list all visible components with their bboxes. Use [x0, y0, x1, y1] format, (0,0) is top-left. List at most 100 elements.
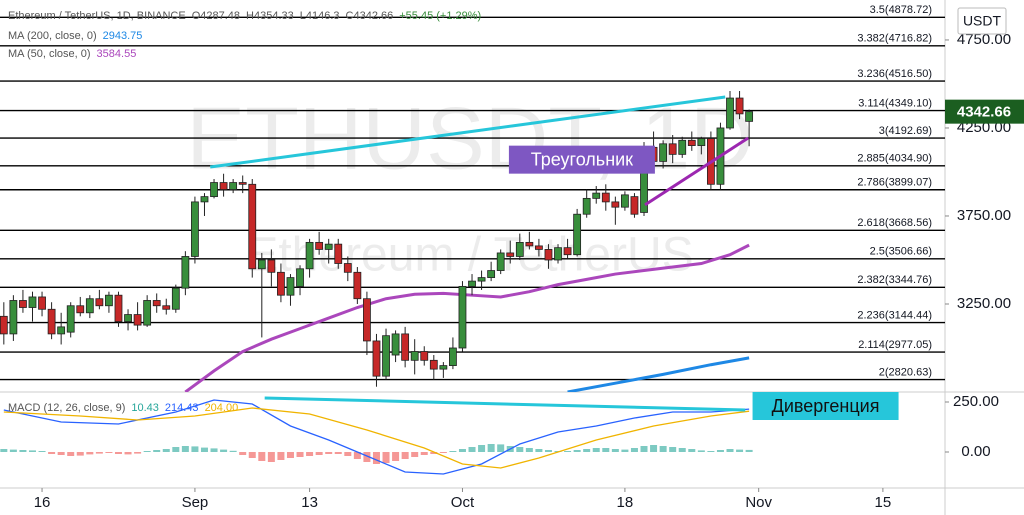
- macd-histogram-bar: [363, 452, 371, 462]
- macd-line: [3, 399, 750, 475]
- macd-histogram-bar: [630, 448, 638, 452]
- candle-body: [181, 256, 190, 289]
- x-tick-label: Sep: [182, 494, 209, 511]
- candle-body: [401, 333, 410, 361]
- macd-histogram-bar: [707, 451, 715, 452]
- candle-body: [429, 359, 438, 370]
- macd-histogram-bar: [306, 452, 314, 456]
- candle-body: [57, 326, 66, 335]
- candle-body: [38, 296, 46, 310]
- candle-body: [0, 315, 8, 335]
- macd-histogram-bar: [650, 445, 658, 452]
- fib-label: 2.236(3144.44): [857, 309, 932, 321]
- y-tick-label: 3250.00: [957, 295, 1011, 312]
- macd-histogram-bar: [736, 449, 744, 452]
- macd-title: MACD (12, 26, close, 9): [8, 402, 126, 414]
- candle-body: [525, 241, 534, 247]
- candle-body: [353, 271, 362, 300]
- fib-label: 2.618(3668.56): [857, 217, 932, 229]
- candle-body: [19, 300, 27, 308]
- candle-body: [621, 194, 629, 208]
- ohlc-letter: L: [299, 10, 306, 22]
- macd-histogram-bar: [67, 452, 75, 456]
- fib-label: 2(2820.63): [879, 366, 932, 378]
- macd-histogram-bar: [621, 449, 629, 452]
- macd-histogram-bar: [392, 452, 400, 461]
- annotation-text: Треугольник: [531, 149, 633, 169]
- macd-histogram-bar: [449, 451, 457, 452]
- candle-body: [114, 294, 123, 322]
- macd-histogram-bar: [153, 450, 161, 452]
- macd-histogram-bar: [573, 450, 581, 452]
- candle-body: [449, 347, 457, 366]
- macd-histogram-bar: [86, 452, 94, 455]
- candle-body: [267, 259, 276, 273]
- x-tick-label: 16: [34, 494, 51, 511]
- candle-body: [726, 97, 734, 129]
- candle-body: [372, 340, 381, 377]
- candle-body: [391, 333, 400, 356]
- candle-body: [687, 139, 696, 146]
- y-tick-label: 0.00: [961, 443, 990, 460]
- currency-label: USDT: [963, 13, 1002, 29]
- macd-histogram-bar: [688, 449, 696, 452]
- macd-histogram-bar: [334, 452, 342, 454]
- candle-body: [554, 247, 562, 261]
- fib-label: 3.114(4349.10): [858, 97, 932, 109]
- macd-histogram-bar: [611, 449, 619, 452]
- macd-histogram-bar: [162, 449, 170, 452]
- macd-histogram-bar: [200, 447, 208, 452]
- candle-body: [678, 139, 687, 155]
- macd-histogram-bar: [640, 446, 648, 452]
- candle-body: [229, 182, 238, 190]
- macd-histogram-bar: [258, 452, 266, 461]
- fib-label: 2.885(4034.90): [857, 153, 932, 165]
- macd-histogram-bar: [76, 452, 84, 456]
- candle-body: [697, 138, 706, 146]
- x-tick-label: Oct: [451, 494, 475, 511]
- macd-value: 214.43: [164, 402, 199, 414]
- x-tick-label: 13: [301, 494, 318, 511]
- candle-body: [496, 252, 505, 271]
- candle-body: [515, 241, 524, 257]
- y-tick-label: 3750.00: [957, 207, 1011, 224]
- macd-histogram-bar: [401, 452, 409, 459]
- macd-histogram-bar: [678, 448, 686, 452]
- ma-line: [567, 356, 750, 392]
- macd-histogram-bar: [38, 451, 46, 452]
- macd-histogram-bar: [191, 446, 199, 452]
- candle-body: [296, 268, 304, 287]
- candle-body: [668, 143, 677, 155]
- macd-line: [3, 407, 750, 469]
- macd-histogram-bar: [277, 452, 285, 460]
- last-price-label: 4342.66: [957, 104, 1011, 121]
- y-tick-label: 4750.00: [957, 31, 1011, 48]
- annotation-box: [752, 392, 899, 420]
- ohlc-value: 4287.48: [200, 10, 241, 22]
- y-tick-label: 250.00: [953, 393, 999, 410]
- ohlc-letter: H: [246, 10, 254, 22]
- macd-histogram-bar: [726, 449, 734, 452]
- candle-body: [171, 287, 180, 310]
- candle-body: [601, 192, 610, 203]
- trendline: [264, 396, 746, 412]
- candle-body: [257, 259, 266, 270]
- macd-value: 204.00: [204, 402, 239, 414]
- macd-histogram-bar: [105, 452, 113, 453]
- candle-body: [315, 241, 324, 250]
- candle-body: [573, 213, 582, 256]
- x-tick-label: 15: [875, 494, 892, 511]
- macd-histogram-bar: [382, 452, 390, 463]
- candle-body: [238, 182, 247, 185]
- macd-histogram-bar: [267, 452, 275, 462]
- macd-histogram-bar: [210, 448, 218, 452]
- candle-body: [735, 97, 744, 115]
- macd-histogram-bar: [420, 452, 428, 455]
- candle-body: [28, 296, 37, 308]
- ohlc-letter: O: [191, 10, 201, 22]
- candle-body: [95, 298, 104, 307]
- fib-label: 3.382(4716.82): [857, 33, 932, 45]
- last-price-box: [945, 99, 1024, 124]
- macd-histogram-bar: [468, 447, 476, 452]
- ma-value: 2943.75: [102, 30, 143, 42]
